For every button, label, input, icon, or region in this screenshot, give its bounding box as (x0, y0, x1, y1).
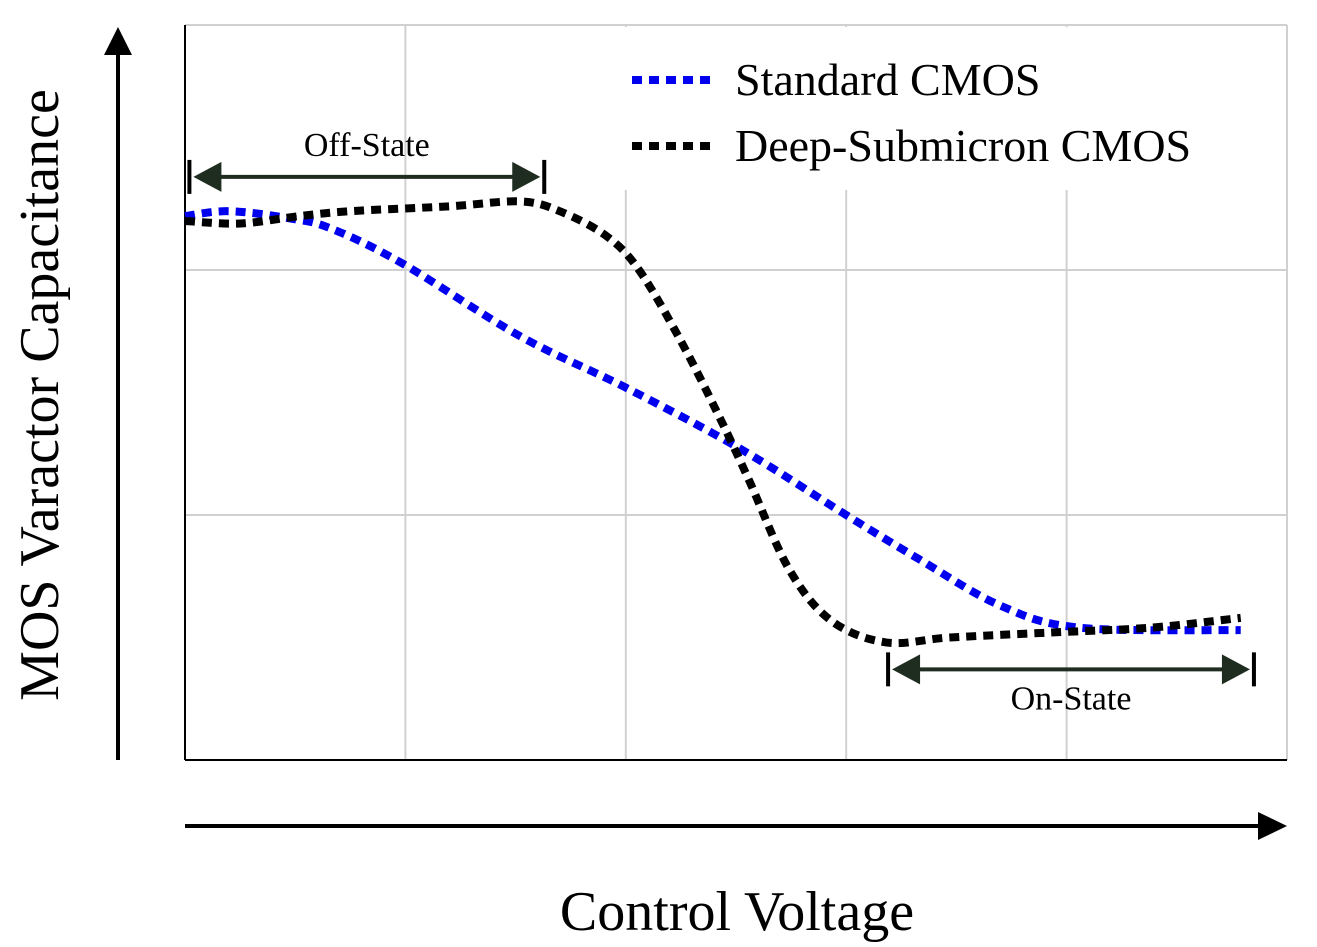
legend-label-deep-submicron-cmos: Deep-Submicron CMOS (735, 120, 1191, 171)
y-axis-label: MOS Varactor Capacitance (9, 89, 71, 701)
legend: Standard CMOS Deep-Submicron CMOS (632, 54, 1191, 171)
on-state-arrowhead-left (892, 654, 921, 685)
on-state-label: On-State (1011, 680, 1132, 717)
x-axis-arrowhead (1258, 812, 1287, 840)
legend-label-standard-cmos: Standard CMOS (735, 54, 1040, 105)
legend-background (600, 27, 1286, 190)
off-state-arrowhead-right (512, 161, 541, 192)
series-line-deep-submicron-cmos (184, 197, 1242, 648)
on-state-arrowhead-right (1221, 654, 1250, 685)
annotations-group: Off-State On-State (187, 127, 1256, 717)
off-state-arrowhead-left (193, 161, 222, 192)
y-axis-arrowhead (104, 27, 132, 55)
off-state-label: Off-State (304, 127, 430, 164)
series-group (184, 197, 1242, 648)
series-line-standard-cmos (184, 207, 1241, 635)
x-axis-label: Control Voltage (560, 881, 914, 943)
